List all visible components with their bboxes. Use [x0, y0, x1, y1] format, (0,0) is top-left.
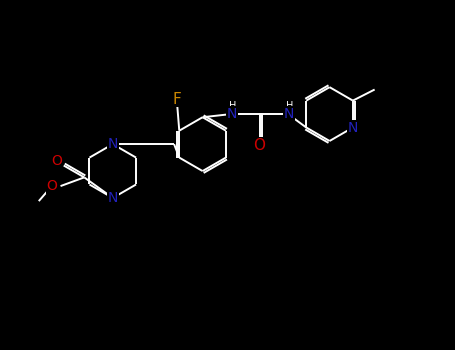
- Text: N: N: [348, 120, 358, 134]
- Text: O: O: [46, 179, 57, 193]
- Text: H: H: [286, 101, 293, 111]
- Text: H: H: [228, 101, 236, 111]
- Text: O: O: [51, 154, 62, 168]
- Text: N: N: [107, 137, 118, 151]
- Text: O: O: [253, 138, 266, 153]
- Text: N: N: [227, 107, 238, 121]
- Text: N: N: [284, 107, 294, 121]
- Text: F: F: [173, 92, 182, 106]
- Text: N: N: [107, 191, 118, 205]
